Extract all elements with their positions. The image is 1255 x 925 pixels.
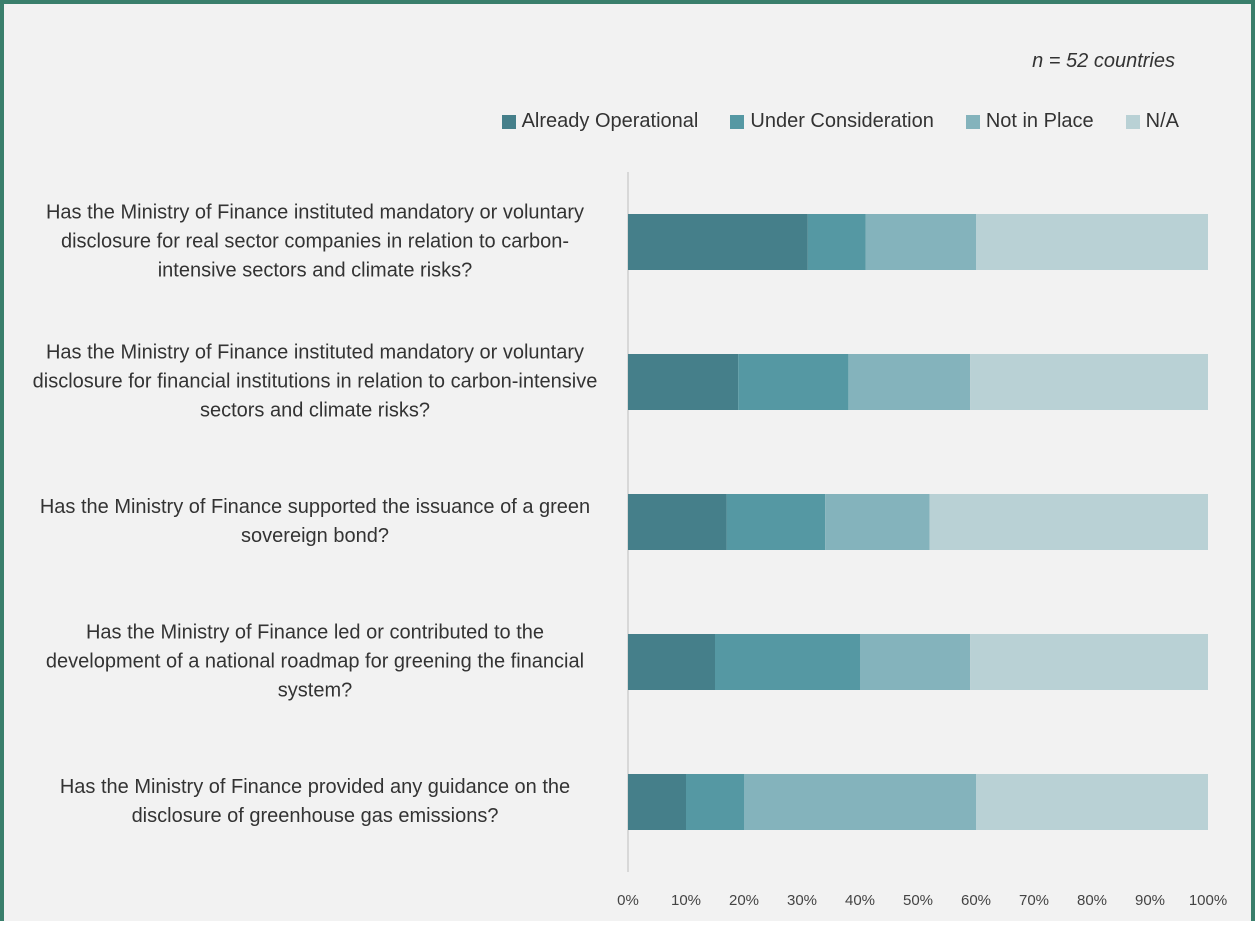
bar-segment: [726, 494, 826, 550]
legend-label: Already Operational: [521, 110, 699, 132]
plot: 0% 10% 20% 30% 40% 50% 60% 70% 80% 90% 100%: [617, 172, 1227, 909]
x-tick-label: 20%: [729, 892, 759, 909]
bar-segment: [825, 494, 930, 550]
bar-segment: [628, 354, 739, 410]
bar-segment: [628, 774, 686, 830]
x-tick-label: 80%: [1077, 892, 1107, 909]
bar-segment: [744, 774, 976, 830]
legend-item: N/A: [1125, 110, 1179, 133]
bar-segment: [628, 494, 727, 550]
bar-segment: [860, 634, 971, 690]
x-tick-label: 10%: [671, 892, 701, 909]
legend-swatch: [730, 114, 745, 129]
bar-segment: [628, 634, 715, 690]
bar-segment: [970, 634, 1208, 690]
bar-segment: [807, 214, 866, 270]
legend-item: Not in Place: [965, 110, 1094, 133]
legend-swatch: [501, 114, 516, 129]
category-label: Has the Ministry of Finance instituted m…: [45, 201, 585, 282]
category-label: Has the Ministry of Finance led or contr…: [45, 621, 585, 702]
annotation: n = 52 countries: [1032, 50, 1175, 72]
bar-segment: [715, 634, 860, 690]
bar-segment: [970, 354, 1208, 410]
bar-segment: [976, 774, 1208, 830]
legend-label: N/A: [1145, 110, 1179, 132]
legend-item: Already Operational: [501, 110, 699, 133]
x-tick-label: 0%: [617, 892, 639, 909]
bar-segment: [848, 354, 971, 410]
legend-swatch: [1125, 114, 1140, 129]
x-tick-label: 50%: [903, 892, 933, 909]
x-tick-label: 60%: [961, 892, 991, 909]
bar-segment: [628, 214, 808, 270]
x-tick-label: 40%: [845, 892, 875, 909]
legend-item: Under Consideration: [730, 110, 934, 133]
legend-label: Under Consideration: [750, 110, 934, 132]
category-label: Has the Ministry of Finance provided any…: [59, 776, 571, 827]
x-tick-label: 100%: [1189, 892, 1227, 909]
bar-segment: [686, 774, 744, 830]
legend: Already Operational Under Consideration No…: [501, 110, 1179, 133]
legend-label: Not in Place: [985, 110, 1094, 132]
bar-segment: [865, 214, 976, 270]
category-label: Has the Ministry of Finance instituted m…: [32, 341, 598, 422]
legend-swatch: [965, 114, 980, 129]
bar-segment: [929, 494, 1208, 550]
bar-segment: [738, 354, 849, 410]
x-tick-label: 70%: [1019, 892, 1049, 909]
bar-segment: [976, 214, 1208, 270]
x-tick-label: 90%: [1135, 892, 1165, 909]
category-label: Has the Ministry of Finance supported th…: [39, 496, 591, 547]
x-tick-label: 30%: [787, 892, 817, 909]
